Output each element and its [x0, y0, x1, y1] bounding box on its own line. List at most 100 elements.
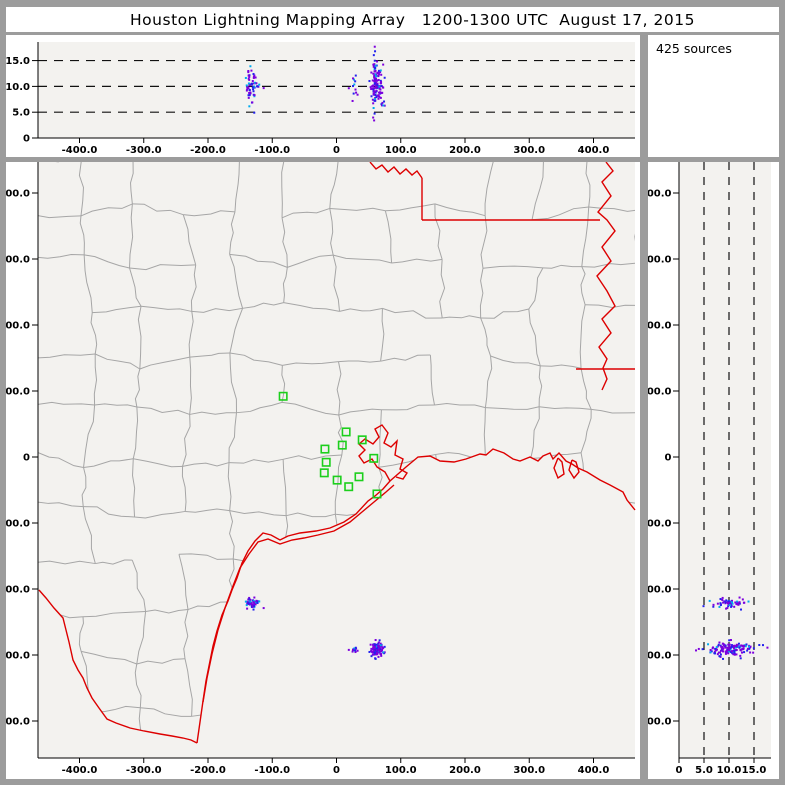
lightning-source-point [375, 73, 378, 76]
lightning-source-point [381, 86, 384, 89]
county-border-line [336, 361, 342, 416]
plan-view-map-plot: 400.0 300.0 200.0 100.0 0 -100.0 -200.0 -300.0 -… [6, 162, 639, 776]
lightning-source-point [374, 649, 377, 652]
lightning-source-point [375, 86, 378, 89]
county-border-line [236, 401, 283, 414]
county-border-line [637, 363, 639, 413]
y-tick-label: 15.0 [6, 56, 30, 67]
lightning-source-point [741, 645, 744, 648]
lightning-source-point [372, 54, 375, 57]
lightning-source-point [717, 651, 720, 654]
lightning-source-point [253, 94, 256, 97]
x-tick-label: 0 [333, 145, 340, 156]
county-border-line [283, 454, 342, 460]
lightning-source-point [251, 605, 254, 608]
county-border-line [580, 368, 592, 410]
lightning-source-point [374, 64, 377, 67]
lightning-source-point [351, 99, 354, 102]
y-tick-label: 400.0 [648, 189, 672, 200]
county-border-line [337, 414, 344, 456]
lightning-source-point [253, 95, 256, 98]
source-count-label: 425 sources [656, 41, 732, 56]
lightning-source-point [373, 119, 376, 122]
county-border-line [136, 611, 147, 665]
lightning-source-point [248, 598, 251, 601]
lightning-source-point [252, 608, 255, 611]
county-border-line [191, 307, 243, 313]
lightning-source-point [373, 74, 376, 77]
lightning-source-point [724, 601, 727, 604]
lightning-source-point [374, 645, 377, 648]
lightning-source-point [248, 105, 251, 108]
lightning-source-point [714, 647, 717, 650]
county-border-line [229, 253, 288, 268]
county-border-line [145, 609, 189, 614]
lightning-source-point [247, 94, 250, 97]
county-border-line [378, 409, 382, 468]
lightning-source-point [734, 645, 737, 648]
county-border-line [137, 306, 142, 370]
county-border-line [82, 506, 96, 564]
county-border-line [94, 353, 141, 370]
county-border-line [281, 217, 288, 268]
county-border-line [381, 404, 435, 411]
lightning-source-point [736, 645, 739, 648]
galveston-bay-outline [357, 424, 408, 482]
county-border-line [178, 554, 189, 610]
lightning-source-point [380, 103, 383, 106]
lightning-source-point [737, 642, 740, 645]
lightning-source-point [733, 605, 736, 608]
lma-station-marker [332, 475, 342, 485]
county-border-line [540, 364, 582, 369]
x-tick-label: 300.0 [513, 145, 545, 156]
lightning-source-point [253, 602, 256, 605]
lightning-source-point [376, 60, 379, 63]
lightning-source-point [727, 650, 730, 653]
altitude-vs-northsouth-plot: 400.0 300.0 200.0 100.0 0 -100.0 -200.0 -300.0 -… [648, 162, 771, 776]
lightning-source-point [251, 80, 254, 83]
county-border-line [636, 263, 639, 305]
y-tick-label: 300.0 [6, 255, 30, 266]
lightning-source-point [252, 88, 255, 91]
county-border-line [140, 707, 192, 717]
county-border-line [439, 259, 446, 319]
lightning-source-point [382, 104, 385, 107]
county-border-line [329, 208, 334, 256]
lightning-source-point [716, 653, 719, 656]
county-border-line [189, 411, 237, 415]
lightning-source-point [377, 78, 380, 81]
x-tick-label: 0 [333, 765, 340, 776]
lma-station-marker [337, 440, 347, 450]
lightning-source-point [373, 99, 376, 102]
lightning-source-point [697, 647, 700, 650]
lightning-source-point [747, 600, 750, 603]
lightning-source-point [372, 102, 375, 105]
y-tick-label: 0 [23, 453, 30, 464]
lightning-source-point [352, 92, 355, 95]
lightning-source-point [374, 80, 377, 83]
lightning-source-point [354, 649, 357, 652]
plot-area-background [679, 162, 771, 758]
lightning-source-point [726, 607, 729, 610]
county-border-line [588, 206, 635, 212]
lightning-source-point [374, 91, 377, 94]
county-border-line [134, 510, 186, 519]
lightning-source-point [378, 73, 381, 76]
lightning-source-point [251, 603, 254, 606]
lightning-source-point [371, 79, 374, 82]
county-border-line [132, 203, 184, 216]
lightning-source-point [737, 645, 740, 648]
lightning-source-point [728, 604, 731, 607]
county-border-line [34, 502, 37, 562]
coastal-lake-outline [568, 459, 580, 480]
county-border-line [580, 266, 586, 305]
x-tick-label: 100.0 [385, 145, 417, 156]
county-border-line [84, 254, 130, 269]
lightning-source-point [730, 645, 733, 648]
lightning-source-point [247, 602, 250, 605]
lightning-source-point [716, 602, 719, 605]
county-border-line [189, 357, 192, 415]
y-tick-label: 100.0 [648, 387, 672, 398]
lightning-source-point [245, 84, 248, 87]
lightning-source-point [255, 82, 258, 85]
